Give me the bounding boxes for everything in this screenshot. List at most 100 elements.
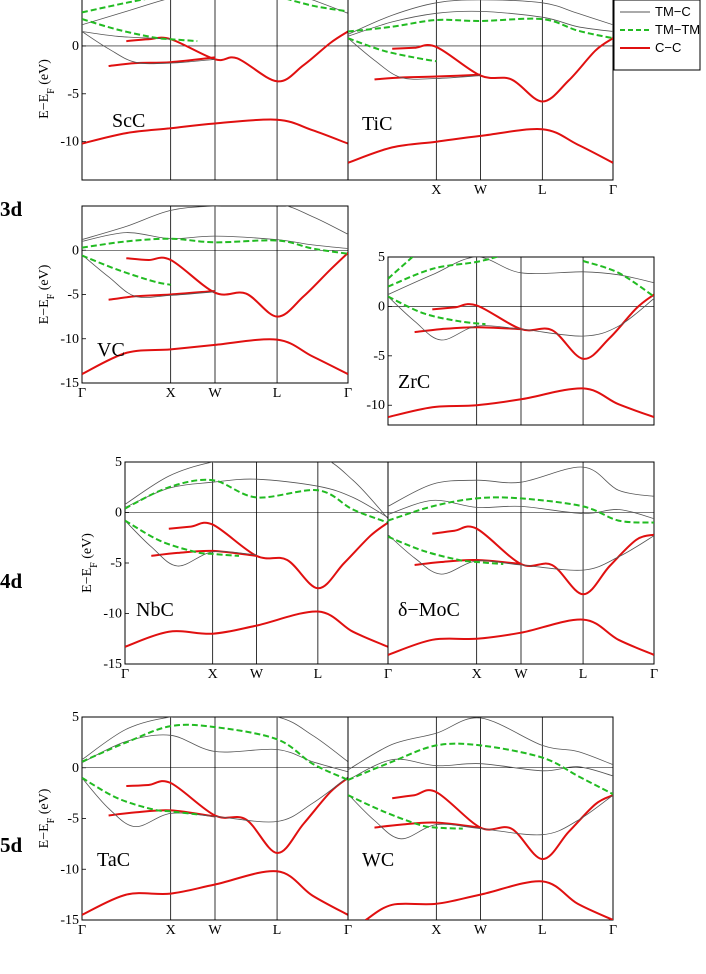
y-tick-label: -10 bbox=[60, 332, 79, 347]
band-tm-c bbox=[125, 462, 388, 519]
y-tick-label: -10 bbox=[366, 398, 385, 413]
x-tick-label: Γ bbox=[121, 667, 129, 682]
band-c-c bbox=[374, 821, 481, 829]
panel-1: X W L Γ TiC bbox=[347, 0, 617, 198]
y-tick-label: -5 bbox=[67, 288, 79, 303]
x-tick-label: Γ bbox=[78, 923, 86, 938]
x-tick-label: Γ bbox=[344, 923, 352, 938]
legend-label-c-c: C−C bbox=[655, 40, 681, 55]
band-c-c bbox=[168, 521, 388, 590]
x-tick-label: L bbox=[579, 667, 588, 682]
band-tm-c bbox=[348, 793, 613, 840]
y-tick-label: -5 bbox=[67, 87, 79, 102]
y-tick-label: 0 bbox=[72, 761, 79, 776]
band-tm-c bbox=[388, 257, 654, 295]
band-tm-c bbox=[82, 0, 348, 26]
band-c-c bbox=[126, 777, 348, 854]
band-tm-tm bbox=[125, 519, 240, 557]
material-label: ZrC bbox=[398, 371, 430, 393]
row-label-3d: 3d bbox=[0, 197, 23, 221]
material-label: TaC bbox=[97, 849, 130, 871]
y-tick-label: -15 bbox=[60, 376, 79, 391]
material-label: δ−MoC bbox=[398, 599, 460, 621]
x-tick-label: L bbox=[538, 183, 547, 198]
band-c-c bbox=[392, 37, 613, 103]
x-tick-label: L bbox=[273, 923, 282, 938]
band-tm-c bbox=[388, 499, 654, 519]
band-c-c bbox=[126, 252, 348, 318]
band-tm-tm bbox=[125, 478, 388, 524]
panel-4: 5 0 -5 -10 -15 E−EF (eV) Γ X W L Γ NbC bbox=[80, 455, 392, 682]
band-tm-c bbox=[388, 466, 654, 507]
legend: TM−C TM−TM C−C bbox=[613, 0, 701, 71]
x-tick-label: Γ bbox=[384, 667, 392, 682]
band-tm-c bbox=[82, 717, 348, 763]
x-tick-label: W bbox=[250, 667, 264, 682]
y-tick-label: -10 bbox=[103, 607, 122, 622]
y-tick-label: -5 bbox=[373, 349, 385, 364]
y-tick-label: 0 bbox=[72, 243, 79, 258]
band-tm-c bbox=[348, 37, 481, 80]
y-tick-label: -15 bbox=[103, 657, 122, 672]
row-label-5d: 5d bbox=[0, 833, 23, 857]
material-label: VC bbox=[97, 339, 125, 361]
band-c-c bbox=[432, 293, 654, 360]
x-tick-label: W bbox=[208, 386, 222, 401]
x-tick-label: W bbox=[208, 923, 222, 938]
x-tick-label: X bbox=[431, 183, 441, 198]
x-tick-label: L bbox=[273, 386, 282, 401]
y-tick-label: -10 bbox=[60, 862, 79, 877]
band-tm-c bbox=[348, 0, 613, 35]
legend-label-tm-tm: TM−TM bbox=[655, 22, 700, 37]
panel-0: 0 -5 -10 E−EF (eV) ScC bbox=[37, 0, 349, 181]
x-tick-label: Γ bbox=[344, 386, 352, 401]
band-tm-tm bbox=[348, 794, 463, 830]
band-tm-c bbox=[388, 296, 654, 341]
x-tick-label: X bbox=[431, 923, 441, 938]
band-tm-tm bbox=[388, 257, 500, 288]
y-tick-label: 0 bbox=[378, 299, 385, 314]
band-tm-tm bbox=[348, 37, 437, 63]
band-tm-c bbox=[348, 717, 613, 771]
x-tick-label: L bbox=[314, 667, 323, 682]
band-tm-tm bbox=[287, 0, 348, 13]
band-c-c bbox=[108, 56, 216, 67]
x-tick-label: W bbox=[514, 667, 528, 682]
x-tick-label: Γ bbox=[609, 183, 617, 198]
band-tm-tm bbox=[388, 257, 414, 280]
y-tick-label: 5 bbox=[72, 710, 79, 725]
x-tick-label: X bbox=[166, 923, 176, 938]
band-c-c bbox=[388, 387, 654, 419]
row-label-4d: 4d bbox=[0, 569, 23, 593]
y-tick-label: 0 bbox=[72, 39, 79, 54]
band-c-c bbox=[348, 128, 613, 164]
material-label: WC bbox=[362, 849, 394, 871]
y-tick-label: -5 bbox=[110, 556, 122, 571]
y-tick-label: -5 bbox=[67, 812, 79, 827]
band-tm-c bbox=[348, 10, 613, 37]
y-tick-label: 5 bbox=[115, 455, 122, 470]
band-c-c bbox=[82, 870, 348, 916]
y-axis-label: E−EF (eV) bbox=[37, 59, 57, 119]
panel-7: X W L Γ WC bbox=[347, 716, 617, 938]
band-tm-tm bbox=[348, 742, 613, 795]
band-c-c bbox=[108, 290, 216, 301]
band-c-c bbox=[374, 73, 481, 81]
material-label: ScC bbox=[112, 110, 145, 132]
y-tick-label: 0 bbox=[115, 506, 122, 521]
y-axis-label: E−EF (eV) bbox=[37, 264, 57, 324]
band-tm-c bbox=[125, 520, 257, 567]
x-tick-label: X bbox=[166, 386, 176, 401]
band-tm-tm bbox=[388, 535, 504, 565]
x-tick-label: X bbox=[208, 667, 218, 682]
band-c-c bbox=[392, 789, 613, 861]
band-c-c bbox=[432, 525, 654, 596]
panel-6: 5 0 -5 -10 -15 E−EF (eV) Γ X W L Γ TaC bbox=[37, 710, 352, 938]
band-tm-c bbox=[82, 254, 216, 298]
x-tick-label: Γ bbox=[78, 386, 86, 401]
y-tick-label: 5 bbox=[378, 250, 385, 265]
x-tick-label: W bbox=[474, 923, 488, 938]
band-tm-c bbox=[82, 206, 348, 240]
band-tm-c bbox=[82, 776, 348, 828]
